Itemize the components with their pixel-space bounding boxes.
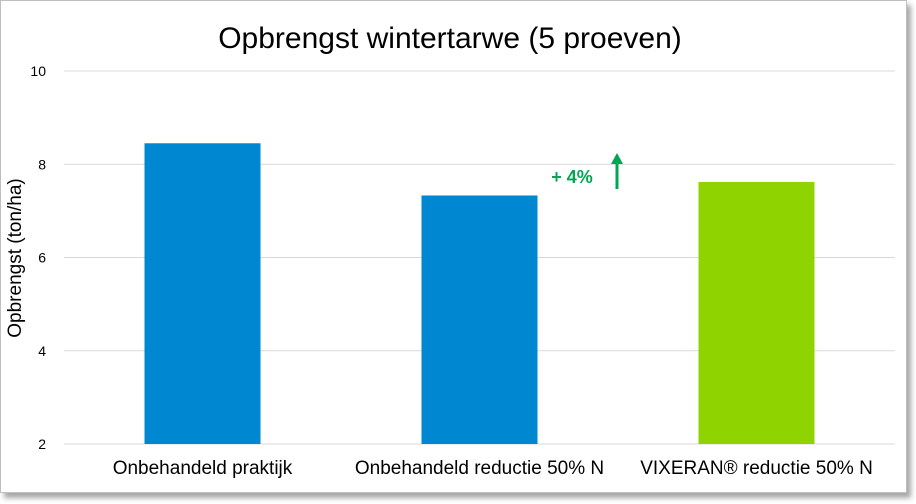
- increase-annotation: + 4%: [551, 167, 593, 187]
- up-arrow-icon: [611, 153, 623, 189]
- y-tick-label: 6: [38, 250, 46, 266]
- bar: [421, 195, 538, 444]
- x-tick-label: Onbehandeld reductie 50% N: [355, 458, 604, 479]
- y-axis-label: Opbrengst (ton/ha): [5, 178, 26, 337]
- y-tick-label: 10: [30, 63, 46, 79]
- bar: [698, 181, 815, 444]
- y-tick-labels: 2 4 6 8 10: [30, 63, 46, 452]
- x-tick-labels: Onbehandeld praktijk Onbehandeld reductie…: [113, 458, 873, 479]
- y-tick-label: 2: [38, 436, 46, 452]
- x-tick-label: VIXERAN® reductie 50% N: [640, 458, 873, 479]
- x-tick-label: Onbehandeld praktijk: [113, 458, 293, 479]
- bars: [144, 143, 815, 445]
- chart-title: Opbrengst wintertarwe (5 proeven): [218, 22, 682, 55]
- bar: [144, 143, 261, 445]
- y-tick-label: 4: [38, 343, 46, 359]
- y-tick-label: 8: [38, 156, 46, 172]
